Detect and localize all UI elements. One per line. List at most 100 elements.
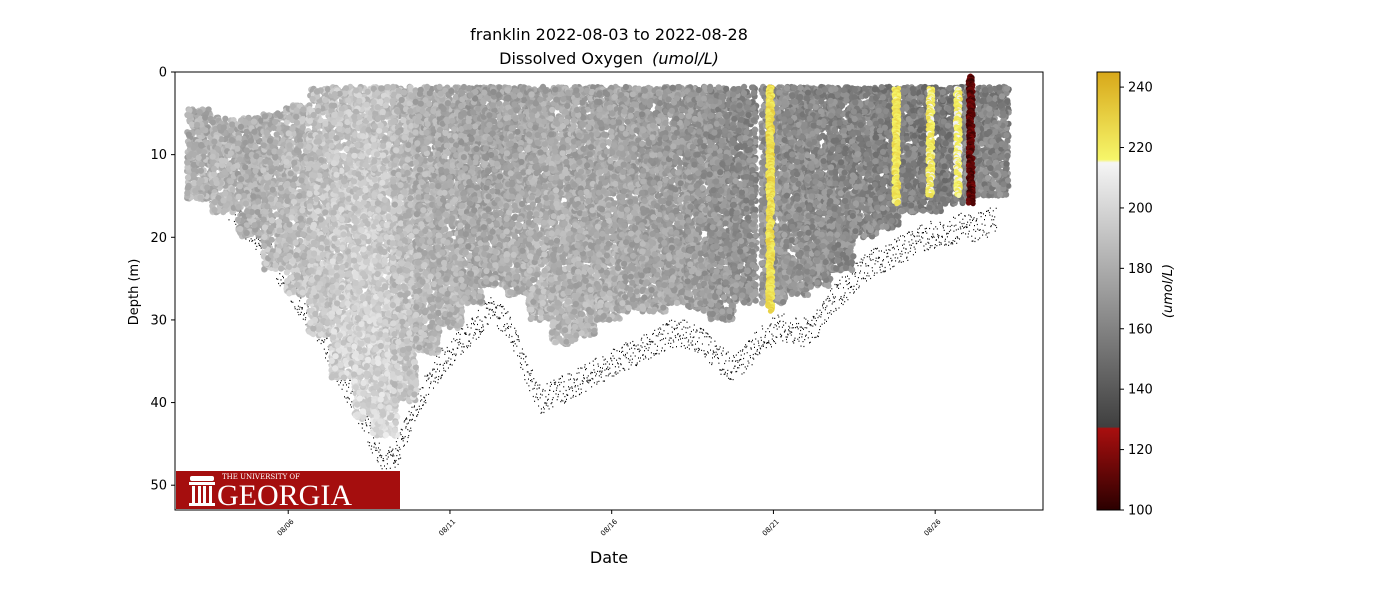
profile-point <box>298 215 304 221</box>
bottom-depth-point <box>527 364 528 365</box>
bottom-depth-point <box>547 383 548 384</box>
bottom-depth-point <box>720 369 721 370</box>
bottom-depth-point <box>820 310 821 311</box>
bottom-depth-point <box>857 263 858 264</box>
profile-point <box>252 168 258 174</box>
bottom-depth-point <box>825 307 826 308</box>
bottom-depth-point <box>574 379 575 380</box>
bottom-depth-point <box>327 338 328 339</box>
bottom-depth-point <box>664 350 665 351</box>
bottom-depth-point <box>471 327 472 328</box>
bottom-depth-point <box>815 318 816 319</box>
chart-subtitle-text: Dissolved Oxygen <box>499 49 643 68</box>
profile-point <box>311 240 317 246</box>
bottom-depth-point <box>610 373 611 374</box>
bottom-depth-point <box>260 246 261 247</box>
bottom-depth-point <box>823 301 824 302</box>
bottom-depth-point <box>983 213 984 214</box>
profile-point <box>210 154 216 160</box>
bottom-depth-point <box>875 248 876 249</box>
bottom-depth-point <box>412 419 413 420</box>
bottom-depth-point <box>295 308 296 309</box>
bottom-depth-point <box>558 396 559 397</box>
bottom-depth-point <box>605 363 606 364</box>
bottom-depth-point <box>741 355 742 356</box>
bottom-depth-point <box>778 315 779 316</box>
bottom-depth-point <box>706 354 707 355</box>
bottom-depth-point <box>926 233 927 234</box>
bottom-depth-point <box>674 321 675 322</box>
bottom-depth-point <box>936 245 937 246</box>
bottom-depth-point <box>892 247 893 248</box>
bottom-depth-point <box>856 284 857 285</box>
bottom-depth-point <box>833 296 834 297</box>
bottom-depth-point <box>902 254 903 255</box>
bottom-depth-point <box>649 341 650 342</box>
bottom-depth-point <box>576 391 577 392</box>
bottom-depth-point <box>911 239 912 240</box>
bottom-depth-point <box>968 236 969 237</box>
bottom-depth-point <box>790 322 791 323</box>
profile-point <box>308 161 314 167</box>
bottom-depth-point <box>813 317 814 318</box>
bottom-depth-point <box>921 242 922 243</box>
bottom-depth-point <box>452 364 453 365</box>
bottom-depth-point <box>986 211 987 212</box>
bottom-depth-point <box>308 306 309 307</box>
bottom-depth-point <box>494 314 495 315</box>
bottom-depth-point <box>341 380 342 381</box>
bottom-depth-point <box>560 378 561 379</box>
bottom-depth-point <box>992 216 993 217</box>
bottom-depth-point <box>873 252 874 253</box>
profile-point <box>300 231 306 237</box>
bottom-depth-point <box>892 260 893 261</box>
bottom-depth-point <box>972 220 973 221</box>
bottom-depth-point <box>799 333 800 334</box>
profile-point <box>253 144 259 150</box>
bottom-depth-point <box>905 252 906 253</box>
bottom-depth-point <box>915 249 916 250</box>
bottom-depth-point <box>493 311 494 312</box>
bottom-depth-point <box>628 345 629 346</box>
bottom-depth-point <box>874 273 875 274</box>
bottom-depth-point <box>342 389 343 390</box>
bottom-depth-point <box>255 243 256 244</box>
bottom-depth-point <box>792 341 793 342</box>
bottom-depth-point <box>456 339 457 340</box>
profile-point <box>291 160 297 166</box>
bottom-depth-point <box>509 337 510 338</box>
bottom-depth-point <box>861 259 862 260</box>
bottom-depth-point <box>777 322 778 323</box>
bottom-depth-point <box>847 299 848 300</box>
bottom-depth-point <box>433 381 434 382</box>
profile-point <box>283 159 289 165</box>
bottom-depth-point <box>788 326 789 327</box>
bottom-depth-point <box>830 290 831 291</box>
bottom-depth-point <box>944 230 945 231</box>
profile-point <box>277 228 283 234</box>
bottom-depth-point <box>715 346 716 347</box>
bottom-depth-point <box>431 376 432 377</box>
bottom-depth-point <box>299 300 300 301</box>
bottom-depth-point <box>362 424 363 425</box>
profile-point <box>284 208 290 214</box>
bottom-depth-point <box>504 308 505 309</box>
bottom-depth-point <box>459 341 460 342</box>
bottom-depth-point <box>368 419 369 420</box>
bottom-depth-point <box>682 329 683 330</box>
bottom-depth-point <box>437 364 438 365</box>
profile-point <box>202 115 208 121</box>
bottom-depth-point <box>956 229 957 230</box>
profile-point <box>307 298 313 304</box>
bottom-depth-point <box>818 336 819 337</box>
bottom-depth-point <box>551 384 552 385</box>
bottom-depth-point <box>676 325 677 326</box>
bottom-depth-point <box>893 254 894 255</box>
bottom-depth-point <box>793 327 794 328</box>
bottom-depth-point <box>750 357 751 358</box>
bottom-depth-point <box>591 386 592 387</box>
bottom-depth-point <box>863 278 864 279</box>
bottom-depth-point <box>814 323 815 324</box>
bottom-depth-point <box>526 365 527 366</box>
bottom-depth-point <box>685 327 686 328</box>
